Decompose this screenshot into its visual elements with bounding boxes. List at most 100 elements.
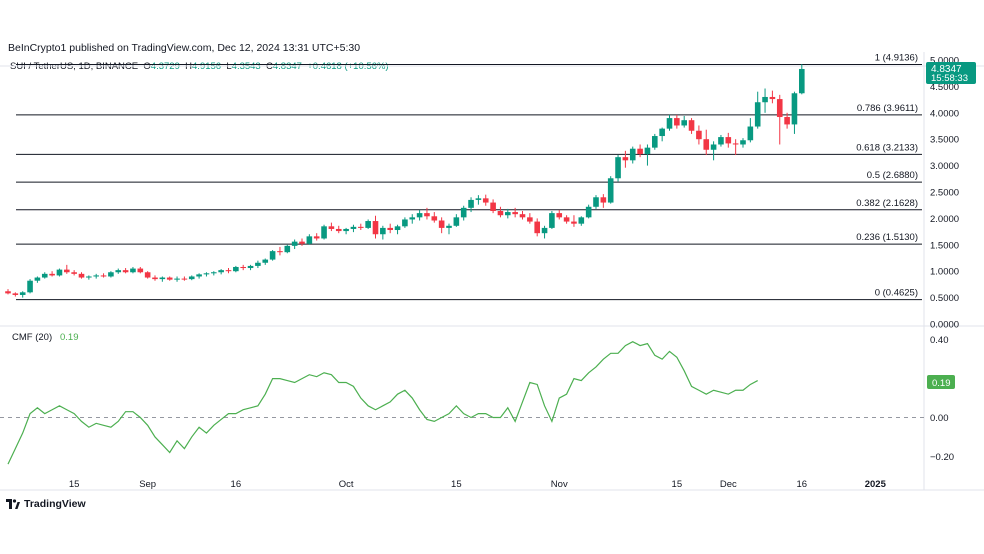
candle-body xyxy=(799,68,805,94)
candle-body xyxy=(776,99,783,118)
candle-body xyxy=(453,217,460,226)
candle-body xyxy=(372,221,379,235)
candle-body xyxy=(769,96,776,100)
fib-level-label: 0.382 (2.1628) xyxy=(856,198,918,209)
candle-body xyxy=(130,268,136,273)
price-badge-price: 4.8347 xyxy=(931,64,962,75)
candle-body xyxy=(505,212,511,216)
candle-body xyxy=(115,270,122,273)
candle-body xyxy=(460,207,467,218)
candle-body xyxy=(78,273,85,278)
candle-body xyxy=(49,273,55,276)
time-tick-label: Sep xyxy=(139,479,156,490)
candle-body xyxy=(710,144,717,150)
time-tick-label: 15 xyxy=(451,479,462,490)
candle-body xyxy=(725,137,732,144)
candlestick-series xyxy=(5,64,805,298)
candle-body xyxy=(137,268,144,273)
candle-body xyxy=(188,276,195,280)
candle-body xyxy=(718,137,724,145)
candle-body xyxy=(659,128,665,137)
time-tick-label: 16 xyxy=(231,479,242,490)
candle-body xyxy=(64,269,70,273)
candle-body xyxy=(269,251,276,260)
candle-body xyxy=(71,272,77,274)
price-tick-label: 3.5000 xyxy=(930,135,959,146)
candle-body xyxy=(549,213,555,228)
candle-body xyxy=(754,102,761,127)
fib-level-label: 0 (0.4625) xyxy=(875,288,918,299)
candle-body xyxy=(291,241,298,246)
publisher-attribution: BeInCrypto1 published on TradingView.com… xyxy=(8,42,361,54)
cmf-tick-label: −0.20 xyxy=(930,452,954,463)
tradingview-footer[interactable]: TradingView xyxy=(6,498,86,510)
candle-body xyxy=(299,241,305,244)
candle-body xyxy=(666,118,673,129)
candle-body xyxy=(122,270,129,273)
candle-body xyxy=(784,117,790,125)
candle-body xyxy=(541,227,548,234)
candle-body xyxy=(284,245,291,253)
candle-body xyxy=(166,277,173,280)
candle-body xyxy=(358,226,364,228)
candle-body xyxy=(519,214,526,218)
price-tick-label: 3.0000 xyxy=(930,161,959,172)
candle-body xyxy=(240,266,246,269)
candle-body xyxy=(225,270,232,272)
candle-body xyxy=(93,275,99,277)
candle-body xyxy=(563,217,570,222)
candle-body xyxy=(56,269,63,276)
time-tick-label: 15 xyxy=(672,479,683,490)
time-tick-label: Dec xyxy=(720,479,737,490)
price-tick-label: 2.5000 xyxy=(930,188,959,199)
candle-body xyxy=(424,213,430,217)
candle-body xyxy=(674,118,680,126)
cmf-tick-label: 0.00 xyxy=(930,413,949,424)
candle-body xyxy=(600,197,607,203)
candle-body xyxy=(181,278,188,280)
candle-body xyxy=(578,217,585,224)
candle-body xyxy=(747,126,754,141)
candle-body xyxy=(416,213,423,218)
cmf-value-badge xyxy=(927,375,955,389)
candle-body xyxy=(233,266,239,272)
candle-body xyxy=(468,199,474,208)
candle-body xyxy=(791,93,798,125)
candle-body xyxy=(100,275,107,277)
candle-body xyxy=(431,216,438,221)
candle-body xyxy=(534,221,540,234)
candle-body xyxy=(556,213,563,218)
tradingview-logo-text: TradingView xyxy=(24,498,86,510)
cmf-legend-label[interactable]: CMF (20) xyxy=(12,332,52,343)
candle-body xyxy=(688,120,695,131)
candle-body xyxy=(387,227,393,231)
candle-body xyxy=(740,140,746,145)
candle-body xyxy=(328,226,335,229)
candle-body xyxy=(12,293,19,295)
price-axis[interactable]: 0.0000 0.5000 1.0000 1.5000 2.0000 2.5000 3.00… xyxy=(930,56,959,331)
time-tick-label: 16 xyxy=(797,479,808,490)
time-axis[interactable]: 15 Sep 16 Oct 15 Nov 15 Dec 16 2025 xyxy=(69,479,887,490)
candle-body xyxy=(350,226,357,229)
candle-body xyxy=(652,136,658,148)
candle-body xyxy=(732,143,739,145)
candle-body xyxy=(144,272,151,278)
time-tick-label: Oct xyxy=(339,479,354,490)
candle-body xyxy=(27,280,33,293)
cmf-line xyxy=(7,340,758,465)
price-tick-label: 5.0000 xyxy=(930,56,959,67)
candle-body xyxy=(152,277,158,280)
cmf-legend-value: 0.19 xyxy=(60,332,79,343)
price-badge xyxy=(926,62,976,84)
candle-body xyxy=(380,227,386,235)
candle-body xyxy=(438,220,445,228)
candle-body xyxy=(585,206,592,218)
candle-body xyxy=(335,228,342,232)
candle-body xyxy=(159,277,166,280)
candle-body xyxy=(306,236,313,244)
price-tick-label: 4.5000 xyxy=(930,82,959,93)
fib-level-label: 0.618 (3.2133) xyxy=(856,142,918,153)
candle-body xyxy=(5,291,11,294)
candle-body xyxy=(475,198,482,200)
